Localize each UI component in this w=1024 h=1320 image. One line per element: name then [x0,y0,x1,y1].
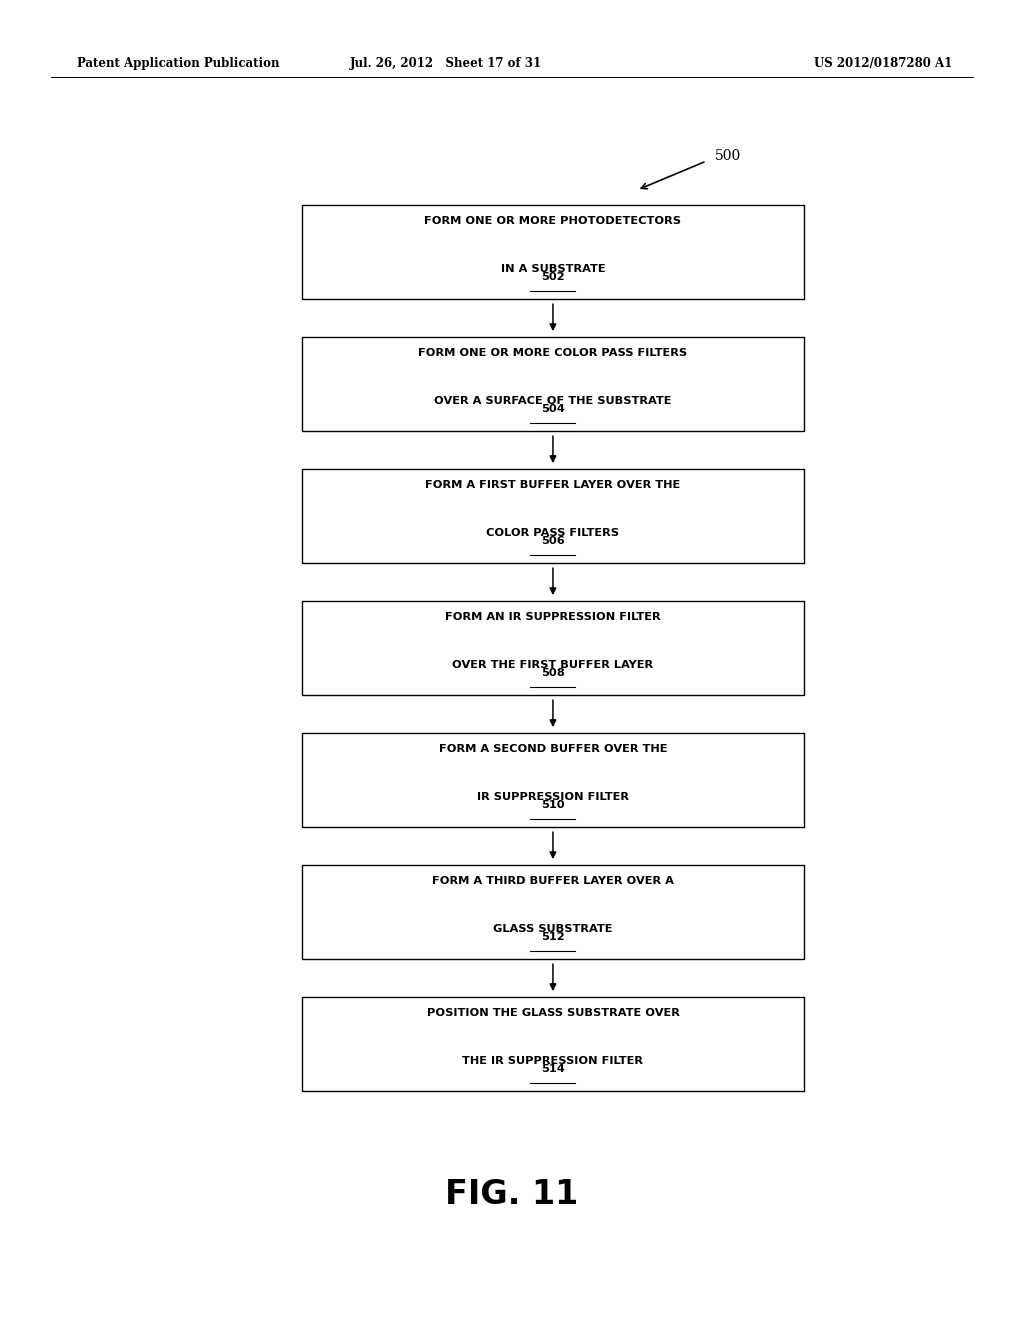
Text: OVER A SURFACE OF THE SUBSTRATE: OVER A SURFACE OF THE SUBSTRATE [434,396,672,405]
Text: FORM AN IR SUPPRESSION FILTER: FORM AN IR SUPPRESSION FILTER [445,612,660,622]
Text: IN A SUBSTRATE: IN A SUBSTRATE [501,264,605,273]
Text: POSITION THE GLASS SUBSTRATE OVER: POSITION THE GLASS SUBSTRATE OVER [427,1008,679,1018]
Text: OVER THE FIRST BUFFER LAYER: OVER THE FIRST BUFFER LAYER [453,660,653,669]
FancyBboxPatch shape [302,997,804,1090]
Text: 500: 500 [715,149,741,162]
Text: FORM ONE OR MORE PHOTODETECTORS: FORM ONE OR MORE PHOTODETECTORS [425,216,681,226]
Text: US 2012/0187280 A1: US 2012/0187280 A1 [814,57,952,70]
FancyBboxPatch shape [302,865,804,958]
Text: 508: 508 [541,668,565,678]
Text: GLASS SUBSTRATE: GLASS SUBSTRATE [494,924,612,933]
Text: FIG. 11: FIG. 11 [445,1177,579,1212]
Text: IR SUPPRESSION FILTER: IR SUPPRESSION FILTER [477,792,629,801]
Text: 510: 510 [541,800,565,810]
Text: 502: 502 [541,272,565,282]
Text: Patent Application Publication: Patent Application Publication [77,57,280,70]
Text: THE IR SUPPRESSION FILTER: THE IR SUPPRESSION FILTER [463,1056,643,1065]
Text: 504: 504 [541,404,565,414]
Text: FORM A SECOND BUFFER OVER THE: FORM A SECOND BUFFER OVER THE [438,744,668,754]
FancyBboxPatch shape [302,601,804,694]
Text: Jul. 26, 2012   Sheet 17 of 31: Jul. 26, 2012 Sheet 17 of 31 [349,57,542,70]
FancyBboxPatch shape [302,337,804,430]
FancyBboxPatch shape [302,469,804,562]
FancyBboxPatch shape [302,205,804,298]
Text: FORM A THIRD BUFFER LAYER OVER A: FORM A THIRD BUFFER LAYER OVER A [432,876,674,886]
Text: 514: 514 [541,1064,565,1074]
Text: 506: 506 [541,536,565,546]
Text: FORM ONE OR MORE COLOR PASS FILTERS: FORM ONE OR MORE COLOR PASS FILTERS [419,348,687,358]
FancyBboxPatch shape [302,733,804,826]
Text: FORM A FIRST BUFFER LAYER OVER THE: FORM A FIRST BUFFER LAYER OVER THE [425,480,681,490]
Text: COLOR PASS FILTERS: COLOR PASS FILTERS [486,528,620,537]
Text: 512: 512 [541,932,565,942]
